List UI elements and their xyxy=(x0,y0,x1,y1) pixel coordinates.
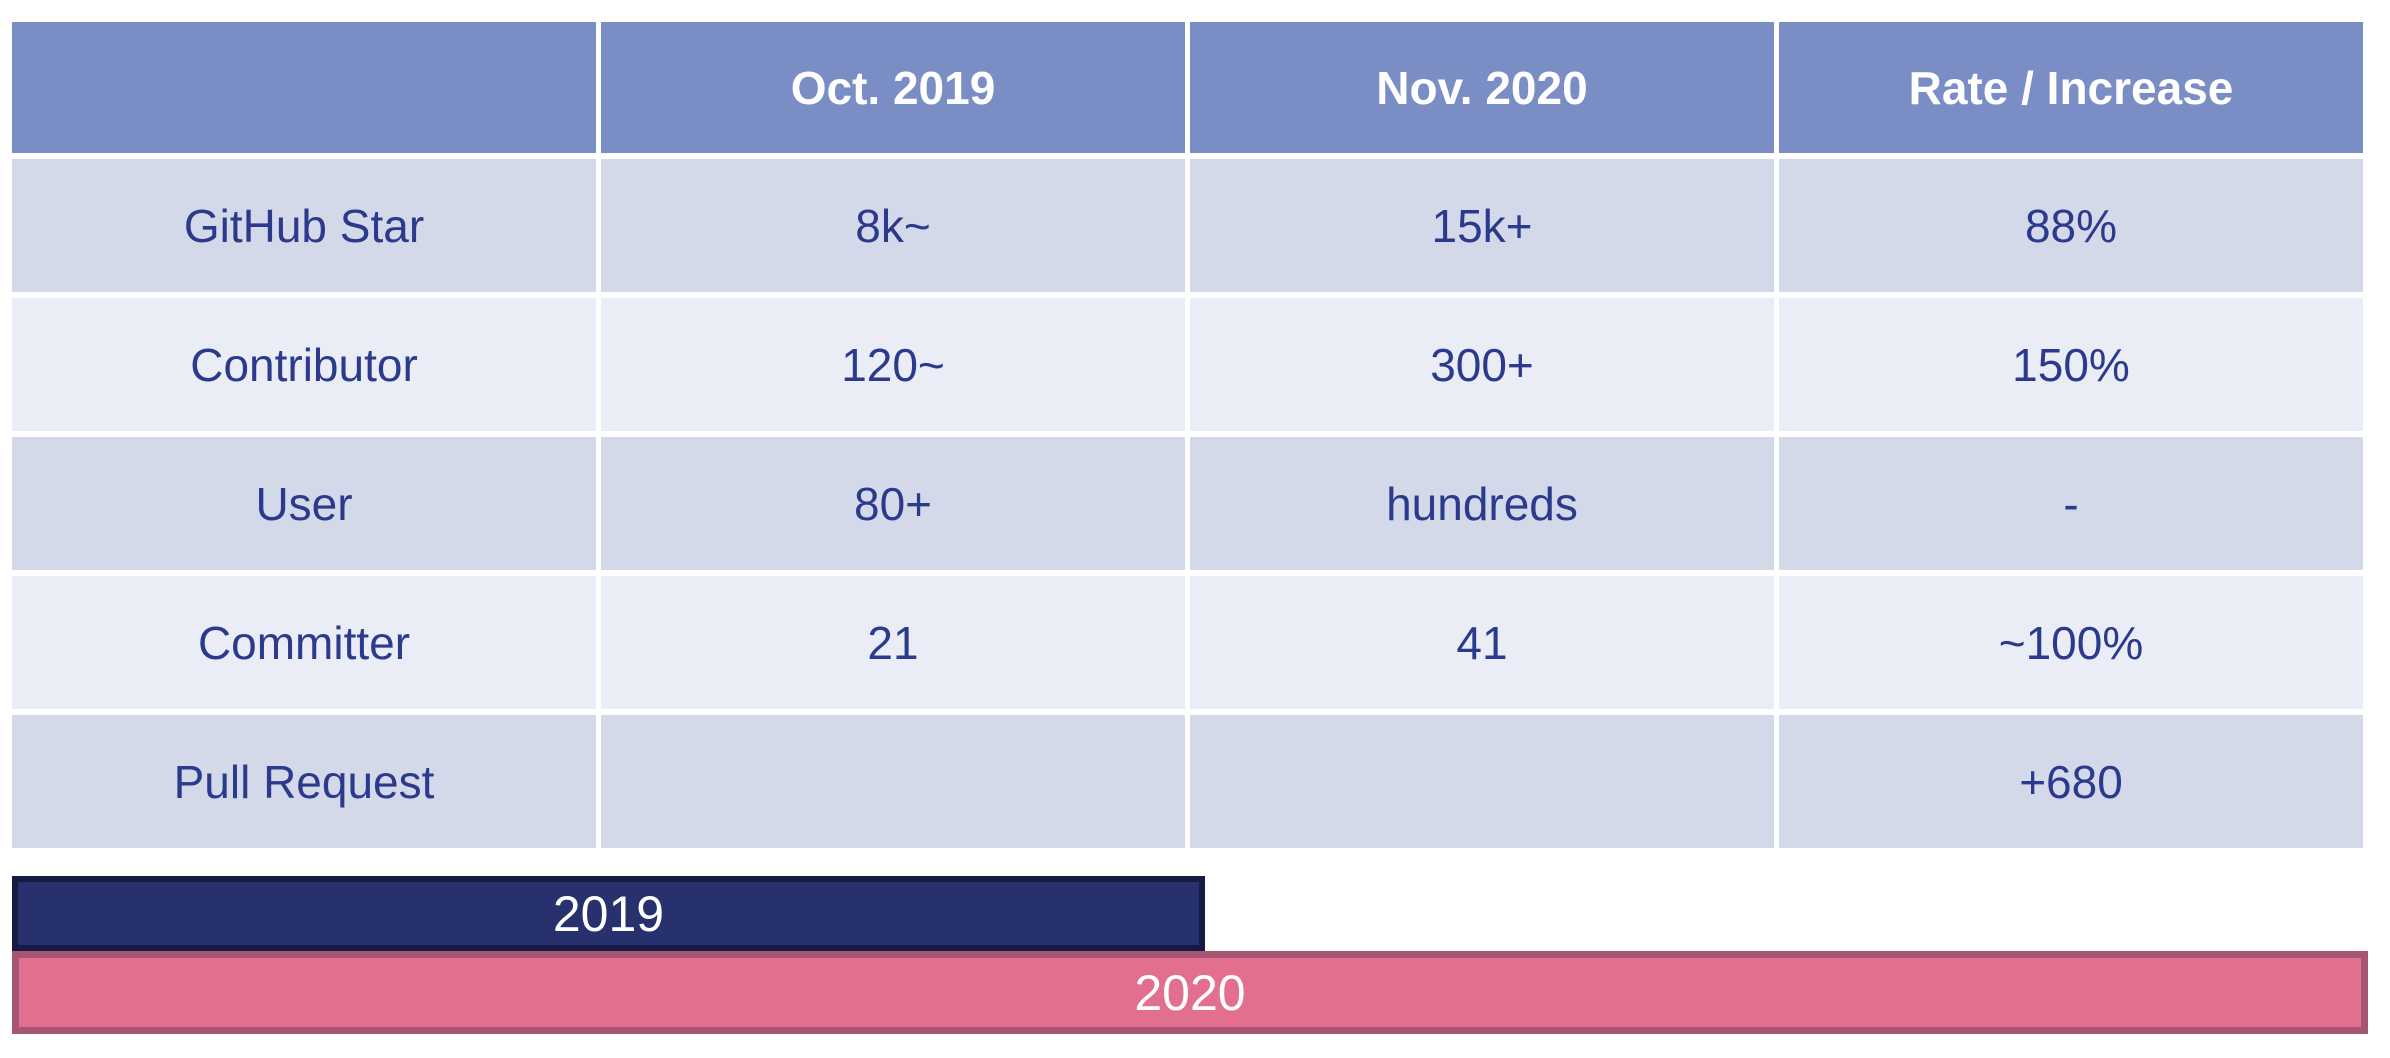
row-label-committer: Committer xyxy=(12,576,596,709)
table-cell: 41 xyxy=(1190,576,1774,709)
row-label-pull-request: Pull Request xyxy=(12,715,596,848)
table-cell: +680 xyxy=(1779,715,2363,848)
table-cell: 21 xyxy=(601,576,1185,709)
table-cell: 80+ xyxy=(601,437,1185,570)
table-cell: ~100% xyxy=(1779,576,2363,709)
table-cell: 120~ xyxy=(601,298,1185,431)
column-header-nov-2020: Nov. 2020 xyxy=(1190,22,1774,153)
row-label-contributor: Contributor xyxy=(12,298,596,431)
table-cell xyxy=(1190,715,1774,848)
table-cell: 150% xyxy=(1779,298,2363,431)
stats-table: Oct. 2019 Nov. 2020 Rate / Increase GitH… xyxy=(12,22,2363,848)
column-header-metric xyxy=(12,22,596,153)
row-label-user: User xyxy=(12,437,596,570)
bar-2020: 2020 xyxy=(12,951,2368,1034)
table-cell xyxy=(601,715,1185,848)
table-cell: - xyxy=(1779,437,2363,570)
row-label-github-star: GitHub Star xyxy=(12,159,596,292)
table-cell: 88% xyxy=(1779,159,2363,292)
column-header-oct-2019: Oct. 2019 xyxy=(601,22,1185,153)
column-header-rate-increase: Rate / Increase xyxy=(1779,22,2363,153)
bar-2019-label: 2019 xyxy=(552,885,665,942)
table-cell: 15k+ xyxy=(1190,159,1774,292)
bar-2019: 2019 xyxy=(12,876,1205,951)
table-cell: hundreds xyxy=(1190,437,1774,570)
table-cell: 300+ xyxy=(1190,298,1774,431)
bar-2020-label: 2020 xyxy=(1134,964,1246,1021)
table-cell: 8k~ xyxy=(601,159,1185,292)
